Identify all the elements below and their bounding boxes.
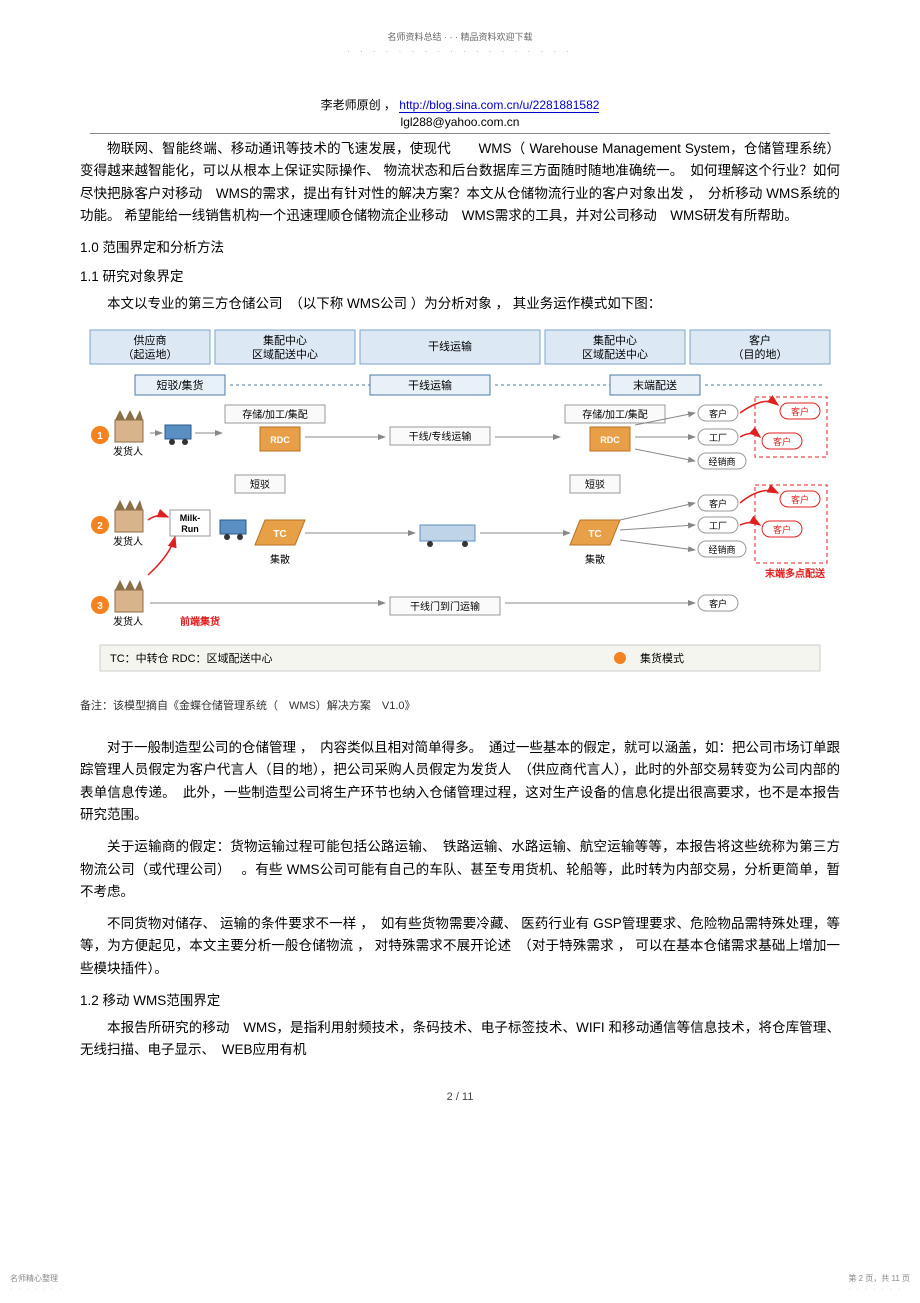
diagram-head-5a: 客户 [749,333,771,347]
intro-paragraph: 物联网、智能终端、移动通讯等技术的飞速发展，使现代 WMS（ Warehouse… [80,138,840,227]
svg-text:TC: TC [273,529,286,540]
diagram-head-4a: 集配中心 [593,333,637,347]
wms-flow-diagram: 供应商 （起运地） 集配中心 区域配送中心 干线运输 集配中心 区域配送中心 客… [80,325,840,685]
diagram-head-5b: （目的地） [733,347,788,361]
email-line: lgl288@yahoo.com.cn [90,115,830,134]
legend-tc-rdc: TC：中转仓 RDC：区域配送中心 [110,651,273,665]
legend-collect-mode: 集货模式 [640,651,684,665]
customer-red-2: 客户 [773,436,791,447]
body2-p1: 对于一般制造型公司的仓储管理 ， 内容类似且相对简单得多。 通过一些基本的假定，… [80,737,840,826]
sender-label-3: 发货人 [113,615,143,628]
body2-p3: 不同货物对储存、 运输的条件要求不一样 ， 如有些货物需要冷藏、 医药行业有 G… [80,913,840,980]
blog-link[interactable]: http://blog.sina.com.cn/u/2281881582 [399,98,599,113]
section-1-0: 1.0 范围界定和分析方法 [80,237,840,260]
page-top-marker: 名师资料总结 · · · 精品资料欢迎下载 [80,30,840,43]
factory-oval-2: 工厂 [709,521,727,531]
diagram-head-2b: 区域配送中心 [252,347,318,361]
svg-text:RDC: RDC [270,435,290,445]
front-collect-label: 前端集货 [180,615,220,628]
stage-label-3: 末端配送 [633,378,677,392]
footer-right: 第 2 页，共 11 页 · · · · · · · [848,1273,910,1293]
sender-label-1: 发货人 [113,445,143,458]
footer-left: 名师精心整理 · · · · · · · [10,1273,64,1293]
stage-label-1: 短驳/集货 [156,378,203,392]
svg-text:1: 1 [97,431,103,442]
diagram-note: 备注：该模型摘自《金蝶仓储管理系统（ WMS）解决方案 V1.0》 [80,697,840,713]
jisan-label-1: 集散 [270,553,290,566]
author-line: 李老师原创 ， http://blog.sina.com.cn/u/228188… [80,96,840,113]
svg-text:Run: Run [181,524,199,534]
trunk-box-2: 干线门到门运输 [410,600,480,613]
section-1-1-p: 本文以专业的第三方仓储公司 （以下称 WMS公司 ）为分析对象 ， 其业务运作模… [80,293,840,315]
storage-box-2: 存储/加工/集配 [582,408,648,421]
customer-oval-2: 客户 [709,498,727,509]
dealer-oval-2: 经销商 [708,544,735,555]
storage-box-1: 存储/加工/集配 [242,408,308,421]
customer-oval-3: 客户 [709,598,727,609]
section-1-2: 1.2 移动 WMS范围界定 [80,990,840,1013]
customer-oval-1: 客户 [709,408,727,419]
svg-text:2: 2 [97,521,103,532]
author-prefix: 李老师原创 ， [321,98,396,112]
section-1-1: 1.1 研究对象界定 [80,266,840,289]
factory-oval-1: 工厂 [709,433,727,443]
jisan-label-2: 集散 [585,553,605,566]
svg-text:TC: TC [588,529,601,540]
trunk-box-1: 干线/专线运输 [409,430,472,443]
dealer-oval-1: 经销商 [708,456,735,467]
diagram-head-1b: （起运地） [123,348,178,361]
stage-label-2: 干线运输 [408,378,452,392]
customer-red-1: 客户 [791,406,809,417]
sender-label-2: 发货人 [113,535,143,548]
svg-text:3: 3 [97,601,103,612]
customer-red-3: 客户 [791,494,809,505]
diagram-head-1a: 供应商 [134,333,167,347]
svg-text:Milk-: Milk- [180,513,201,523]
section-1-2-p: 本报告所研究的移动 WMS，是指利用射频技术，条码技术、电子标签技术、WIFI … [80,1017,840,1062]
diagram-head-2a: 集配中心 [263,333,307,347]
customer-red-4: 客户 [773,524,791,535]
svg-text:RDC: RDC [600,435,620,445]
diagram-head-4b: 区域配送中心 [582,347,648,361]
page-number: 2 / 11 [80,1091,840,1103]
end-multi-label: 末端多点配送 [765,567,826,580]
body2-p2: 关于运输商的假定：货物运输过程可能包括公路运输、 铁路运输、水路运输、航空运输等… [80,836,840,903]
short-box-2: 短驳 [585,478,605,491]
page-top-dots: · · · · · · · · · · · · · · · · · · [80,47,840,56]
diagram-head-3: 干线运输 [428,339,472,353]
short-box-1: 短驳 [250,478,270,491]
